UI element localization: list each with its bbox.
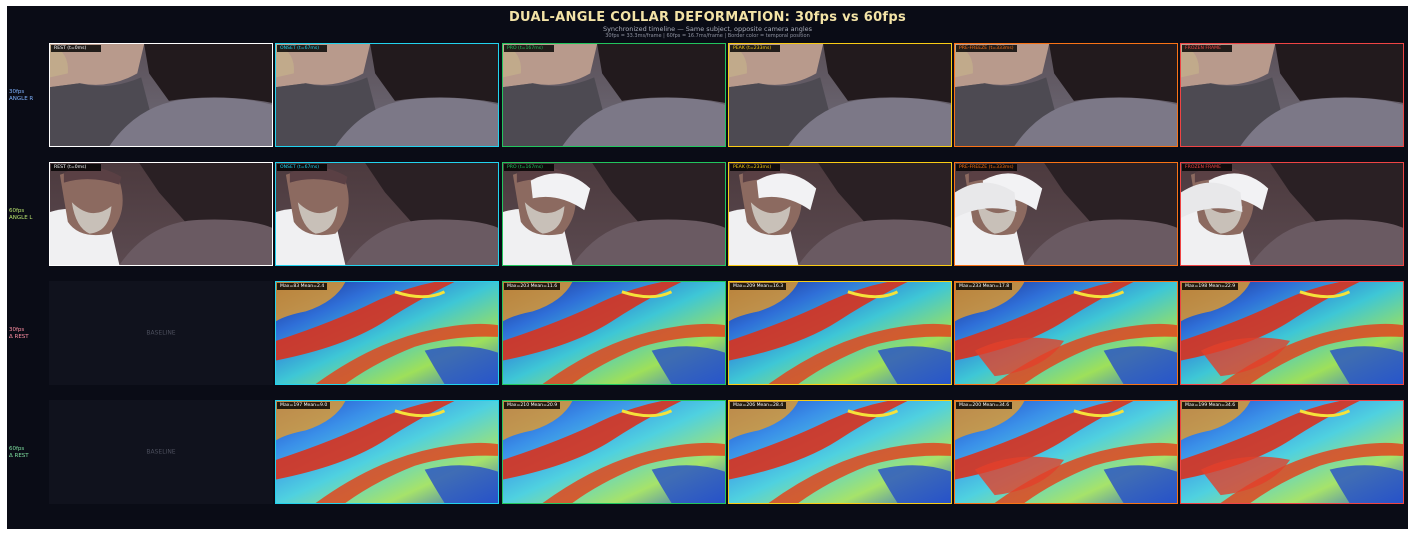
figure-legend-note: 30fps = 33.3ms/frame | 60fps = 16.7ms/fr… — [605, 33, 810, 39]
30fps-diff-peak: Max=209 Mean=16.3 — [728, 281, 952, 385]
row-label-60fps-angle-l: 60fps ANGLE L — [9, 208, 33, 222]
row-label-30fps-angle-r: 30fps ANGLE R — [9, 89, 33, 103]
diff-stats-label: Max=197 Mean=9.0 — [277, 402, 331, 409]
video-frame-image — [955, 44, 1177, 146]
frame-label: PRE-FREEZE (t=333ms) — [956, 45, 1017, 52]
row-label-line1: 30fps — [9, 89, 25, 95]
frame-label: FROZEN FRAME — [1182, 45, 1232, 52]
30fps-frame-frozen: FROZEN FRAME — [1180, 43, 1404, 147]
30fps-diff-frozen: Max=198 Mean=22.9 — [1180, 281, 1404, 385]
video-frame-image — [955, 163, 1177, 265]
row-label-line1: 30fps — [9, 327, 25, 333]
60fps-frame-pro: PRO (t=167ms) — [502, 162, 726, 266]
video-frame-image — [276, 44, 498, 146]
60fps-frame-frozen: FROZEN FRAME — [1180, 162, 1404, 266]
difference-heatmap-image — [1181, 401, 1403, 503]
video-frame-image — [1181, 163, 1403, 265]
30fps-frame-rest: REST (t=0ms) — [49, 43, 273, 147]
diff-stats-label: Max=199 Mean=34.6 — [1182, 402, 1239, 409]
row-label-line2: ANGLE R — [9, 96, 34, 102]
difference-heatmap-image — [276, 282, 498, 384]
diff-stats-label: Max=83 Mean=2.4 — [277, 283, 328, 290]
30fps-frame-pro: PRO (t=167ms) — [502, 43, 726, 147]
difference-heatmap-image — [729, 401, 951, 503]
difference-heatmap-image — [955, 401, 1177, 503]
row-label-line2: Δ REST — [9, 453, 29, 459]
figure-canvas: DUAL-ANGLE COLLAR DEFORMATION: 30fps vs … — [7, 6, 1408, 529]
row-label-30fps-delta-rest: 30fps Δ REST — [9, 327, 29, 341]
60fps-diff-onset: Max=197 Mean=9.0 — [275, 400, 499, 504]
row-label-line2: Δ REST — [9, 334, 29, 340]
diff-stats-label: Max=203 Mean=11.6 — [504, 283, 561, 290]
video-frame-image — [276, 163, 498, 265]
diff-stats-label: Max=206 Mean=28.4 — [730, 402, 787, 409]
video-frame-image — [1181, 44, 1403, 146]
baseline-label: BASELINE — [146, 329, 176, 337]
frame-label: PRO (t=167ms) — [504, 45, 554, 52]
baseline-label: BASELINE — [146, 448, 176, 456]
30fps-frame-pre-freeze: PRE-FREEZE (t=333ms) — [954, 43, 1178, 147]
video-frame-image — [50, 163, 272, 265]
difference-heatmap-image — [729, 282, 951, 384]
row-label-60fps-delta-rest: 60fps Δ REST — [9, 446, 29, 460]
row-label-line1: 60fps — [9, 208, 25, 214]
frame-label: PEAK (t=233ms) — [730, 45, 780, 52]
difference-heatmap-image — [1181, 282, 1403, 384]
difference-heatmap-image — [503, 282, 725, 384]
60fps-frame-onset: ONSET (t=67ms) — [275, 162, 499, 266]
30fps-frame-peak: PEAK (t=233ms) — [728, 43, 952, 147]
frame-label: ONSET (t=67ms) — [277, 45, 327, 52]
frame-label: REST (t=0ms) — [51, 45, 101, 52]
60fps-diff-pre-freeze: Max=200 Mean=34.6 — [954, 400, 1178, 504]
diff-stats-label: Max=209 Mean=16.3 — [730, 283, 787, 290]
30fps-frame-onset: ONSET (t=67ms) — [275, 43, 499, 147]
video-frame-image — [729, 44, 951, 146]
diff-stats-label: Max=210 Mean=20.9 — [504, 402, 561, 409]
difference-heatmap-image — [955, 282, 1177, 384]
difference-heatmap-image — [503, 401, 725, 503]
30fps-diff-pro: Max=203 Mean=11.6 — [502, 281, 726, 385]
frame-label: ONSET (t=67ms) — [277, 164, 327, 171]
video-frame-image — [50, 44, 272, 146]
30fps-diff-onset: Max=83 Mean=2.4 — [275, 281, 499, 385]
60fps-diff-peak: Max=206 Mean=28.4 — [728, 400, 952, 504]
row-label-line1: 60fps — [9, 446, 25, 452]
frame-label: PEAK (t=233ms) — [730, 164, 780, 171]
figure-subtitle: Synchronized timeline — Same subject, op… — [602, 25, 813, 33]
60fps-frame-rest: REST (t=0ms) — [49, 162, 273, 266]
60fps-diff-pro: Max=210 Mean=20.9 — [502, 400, 726, 504]
30fps-diff-pre-freeze: Max=233 Mean=17.8 — [954, 281, 1178, 385]
60fps-frame-peak: PEAK (t=233ms) — [728, 162, 952, 266]
diff-stats-label: Max=233 Mean=17.8 — [956, 283, 1013, 290]
frame-label: PRE-FREEZE (t=333ms) — [956, 164, 1017, 171]
video-frame-image — [503, 44, 725, 146]
diff-stats-label: Max=200 Mean=34.6 — [956, 402, 1013, 409]
diff-stats-label: Max=198 Mean=22.9 — [1182, 283, 1239, 290]
60fps-frame-pre-freeze: PRE-FREEZE (t=333ms) — [954, 162, 1178, 266]
frame-label: FROZEN FRAME — [1182, 164, 1232, 171]
row-label-line2: ANGLE L — [9, 215, 33, 221]
frame-label: PRO (t=167ms) — [504, 164, 554, 171]
baseline-panel: BASELINE — [49, 400, 273, 504]
baseline-panel: BASELINE — [49, 281, 273, 385]
video-frame-image — [729, 163, 951, 265]
difference-heatmap-image — [276, 401, 498, 503]
frame-label: REST (t=0ms) — [51, 164, 101, 171]
figure-title: DUAL-ANGLE COLLAR DEFORMATION: 30fps vs … — [508, 10, 907, 25]
video-frame-image — [503, 163, 725, 265]
60fps-diff-frozen: Max=199 Mean=34.6 — [1180, 400, 1404, 504]
